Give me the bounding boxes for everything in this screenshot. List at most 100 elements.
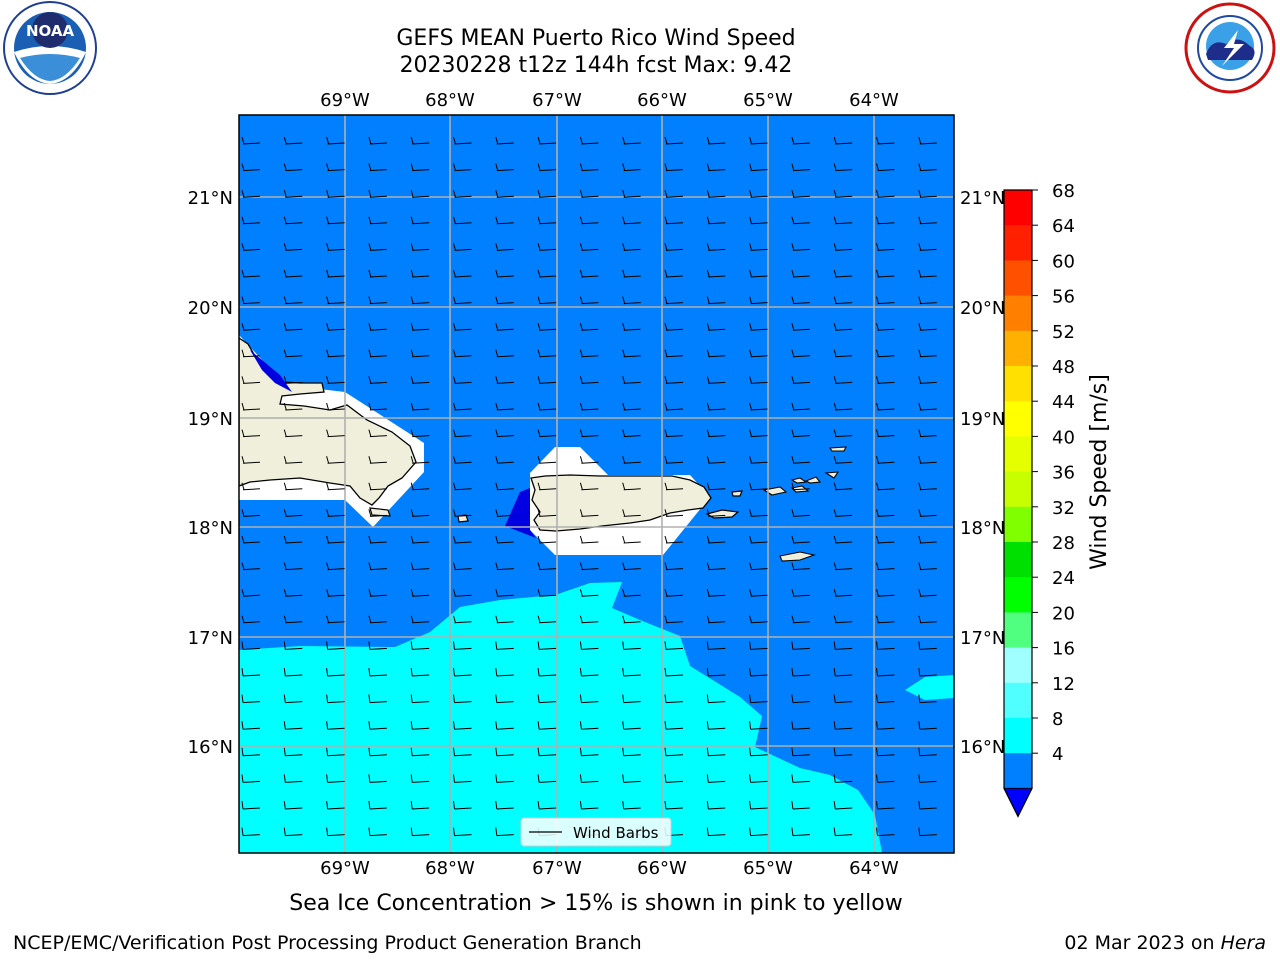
footer-date-text: 02 Mar 2023 on [1064,932,1221,954]
wind-barb [622,190,641,198]
wind-barb [368,376,387,384]
wind-barb [749,296,768,305]
wind-barb [368,615,387,624]
wind-barb [326,721,345,730]
wind-barb [537,535,557,544]
wind-barb [876,136,895,145]
wind-barb [791,456,810,464]
wind-barb [622,615,641,624]
wind-barb [918,747,937,757]
lon-label: 66°W [637,90,687,111]
wind-barb [876,589,895,597]
wind-barb [918,562,937,571]
wind-barb [876,269,895,278]
colorbar-segment [1004,753,1032,789]
wind-barb [622,747,641,757]
wind-barb [241,456,261,464]
wind-barb [918,535,937,544]
wind-barb [495,243,514,251]
wind-barb [283,482,303,491]
wind-barb [453,800,472,810]
wind-barb [495,376,514,384]
wind-barb [791,774,810,783]
wind-barb [453,402,472,411]
wind-barb [833,429,853,438]
wind-barb [410,269,430,278]
lat-label: 16°N [960,737,1005,758]
wind-barb [326,402,345,411]
wind-barb [495,747,514,757]
wind-barb [368,509,387,517]
wind-barb [495,589,514,597]
wind-barb [495,269,514,278]
wind-barb [537,136,557,145]
wind-barb [918,296,937,305]
wind-barb [283,429,303,438]
colorbar-tick-label: 28 [1052,533,1075,554]
wind-barb [622,694,641,704]
wind-barb [664,747,684,757]
wind-barb [410,694,430,704]
wind-barb [241,562,261,571]
wind-barb [326,190,345,198]
wind-barb [495,774,514,783]
wind-barb [791,562,810,571]
wind-barb [833,641,853,650]
wind-barb [410,800,430,810]
wind-barb [241,429,261,438]
wind-barb [283,615,303,624]
wind-barb [453,456,472,464]
wind-barb [495,402,514,411]
wind-barb [283,136,303,145]
lon-label: 64°W [849,90,899,111]
colorbar-segment [1004,366,1032,402]
wind-barb [453,190,472,198]
wind-barb [706,269,726,278]
wind-barb [368,589,387,597]
graticule [239,115,954,853]
wind-barb [241,190,261,198]
wind-barb [537,376,557,384]
wind-barb [537,747,557,757]
wind-barb [495,163,514,172]
lon-label: 69°W [320,90,370,111]
wind-barb [876,800,895,810]
wind-speed-8-12-fill [239,582,882,853]
wind-barb [706,667,726,677]
wind-barb [833,376,853,384]
wind-barb [918,589,937,597]
wind-barb [410,349,430,358]
wind-barb [495,721,514,730]
wind-barb [918,509,937,517]
wind-barb [749,800,768,810]
wind-barb [410,509,430,517]
wind-barb [368,243,387,251]
wind-barb [579,694,599,704]
wind-barb [368,800,387,810]
wind-barb [664,163,684,172]
wind-barb [241,747,261,757]
wind-barb [283,694,303,704]
wind-barb [579,535,599,544]
lat-label: 17°N [188,628,233,649]
wind-barb [537,641,557,650]
wind-barb [749,216,768,225]
wind-barb [241,482,261,491]
wind-barb [579,190,599,198]
lon-label: 66°W [637,858,687,879]
wind-barb [622,269,641,278]
wind-barb [579,163,599,172]
map-legend: Wind Barbs [520,817,672,847]
colorbar-tick-label: 24 [1052,568,1075,589]
wind-barb [791,243,810,251]
wind-barb [706,641,726,650]
wind-barb [326,349,345,358]
wind-barb [622,402,641,411]
colorbar-segment [1004,682,1032,719]
wind-barb [579,323,599,331]
colorbar-tick-label: 16 [1052,639,1075,660]
wind-barb [791,402,810,411]
wind-barb [876,667,895,677]
wind-barb [410,190,430,198]
wind-barb [664,800,684,810]
